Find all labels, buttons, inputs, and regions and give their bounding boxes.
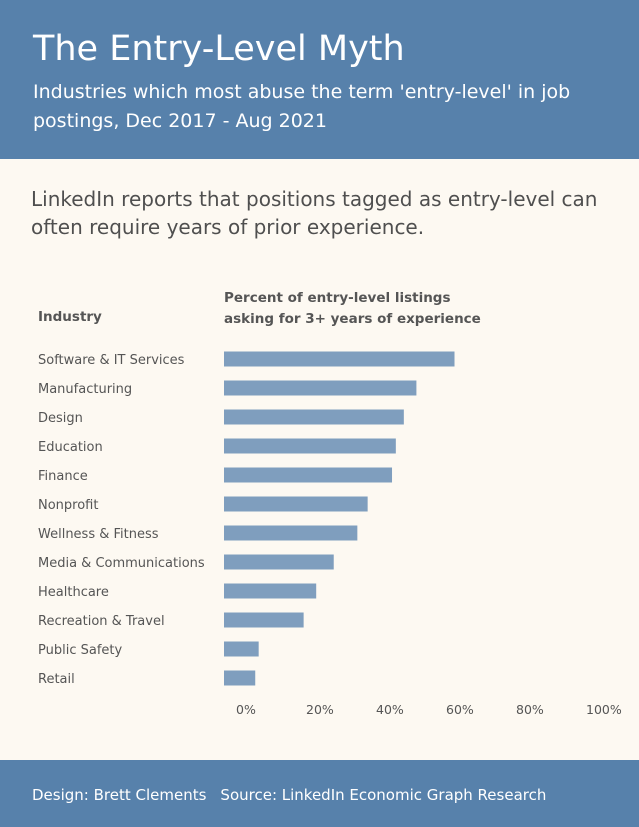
category-label-design: Design xyxy=(38,411,83,426)
bar-wellness-and-fitness xyxy=(224,525,358,541)
bar-finance xyxy=(224,467,393,483)
category-label-wellness-and-fitness: Wellness & Fitness xyxy=(38,527,159,542)
bar-nonprofit xyxy=(224,496,368,512)
value-header-line-2: asking for 3+ years of experience xyxy=(224,311,481,327)
source-credit: Source: LinkedIn Economic Graph Research xyxy=(220,786,547,804)
x-tick-label: 0% xyxy=(236,702,256,717)
design-credit: Design: Brett Clements xyxy=(32,786,207,804)
credits: Design: Brett Clements Source: LinkedIn E… xyxy=(32,785,546,805)
category-label-media-and-communications: Media & Communications xyxy=(38,556,205,571)
category-label-retail: Retail xyxy=(38,672,75,687)
header-banner: The Entry-Level Myth Industries which mo… xyxy=(0,0,639,159)
x-tick-label: 20% xyxy=(306,702,334,717)
footer-banner: Design: Brett Clements Source: LinkedIn E… xyxy=(0,760,639,827)
category-label-manufacturing: Manufacturing xyxy=(38,382,132,397)
bar-media-and-communications xyxy=(224,554,334,570)
category-label-software-and-it-services: Software & IT Services xyxy=(38,353,185,368)
category-label-finance: Finance xyxy=(38,469,88,484)
category-label-recreation-and-travel: Recreation & Travel xyxy=(38,614,165,629)
bar-software-and-it-services xyxy=(224,351,455,367)
x-tick-label: 100% xyxy=(586,702,622,717)
row-header: Industry xyxy=(38,309,102,325)
bar-recreation-and-travel xyxy=(224,612,304,628)
bar-public-safety xyxy=(224,641,259,657)
bar-education xyxy=(224,438,396,454)
bar-retail xyxy=(224,670,256,686)
value-header-line-1: Percent of entry-level listings xyxy=(224,290,451,306)
x-tick-label: 60% xyxy=(446,702,474,717)
page-title: The Entry-Level Myth xyxy=(33,29,405,69)
bar-design xyxy=(224,409,404,425)
x-tick-label: 80% xyxy=(516,702,544,717)
page-subtitle: Industries which most abuse the term 'en… xyxy=(33,81,571,132)
bar-chart: Industry Percent of entry-level listings… xyxy=(38,290,622,717)
category-label-education: Education xyxy=(38,440,103,455)
intro-text: LinkedIn reports that positions tagged a… xyxy=(31,187,598,239)
category-label-healthcare: Healthcare xyxy=(38,585,109,600)
category-label-public-safety: Public Safety xyxy=(38,643,122,658)
x-tick-label: 40% xyxy=(376,702,404,717)
bar-manufacturing xyxy=(224,380,417,396)
category-label-nonprofit: Nonprofit xyxy=(38,498,98,513)
bar-healthcare xyxy=(224,583,317,599)
